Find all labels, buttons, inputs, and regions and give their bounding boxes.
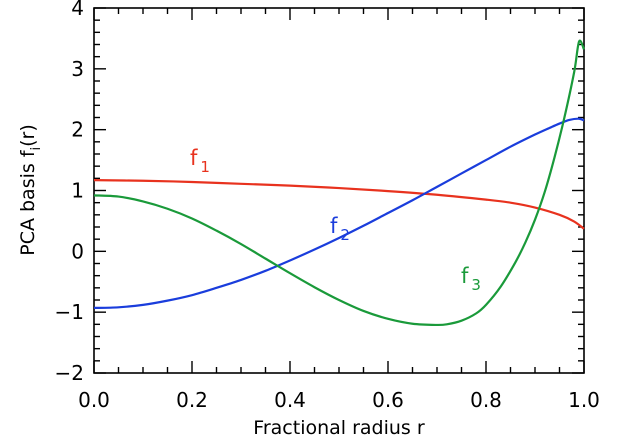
y-axis-label-main: PCA basis f xyxy=(17,149,39,256)
x-tick-label: 0.0 xyxy=(78,388,110,412)
y-tick-label: 1 xyxy=(71,179,84,203)
curve-labels: f 1 f 2 f 3 xyxy=(190,146,481,294)
plot-frame xyxy=(93,7,585,374)
y-axis-label-sub: i xyxy=(29,147,44,151)
x-tick-label: 0.2 xyxy=(176,388,208,412)
x-tick-label: 1.0 xyxy=(568,388,600,412)
y-tick-label: 4 xyxy=(71,0,84,20)
series-line-f1 xyxy=(93,179,585,230)
y-tick-label: 2 xyxy=(71,118,84,142)
axis-ticks xyxy=(93,7,585,374)
y-tick-label: 0 xyxy=(71,239,84,263)
y-tick-labels: −2 −1 0 1 2 3 4 xyxy=(55,0,84,385)
series-line-f3 xyxy=(93,39,586,327)
x-tick-label: 0.6 xyxy=(372,388,404,412)
series-line-f2 xyxy=(93,117,585,310)
x-tick-labels: 0.0 0.2 0.4 0.6 0.8 1.0 xyxy=(78,388,600,412)
curves xyxy=(93,39,586,327)
x-tick-label: 0.4 xyxy=(274,388,306,412)
y-axis-label-tail: (r) xyxy=(17,124,39,147)
y-tick-label: −2 xyxy=(55,361,84,385)
x-tick-label: 0.8 xyxy=(470,388,502,412)
x-axis-label: Fractional radius r xyxy=(253,417,425,439)
y-axis-label: PCA basis fi(r) xyxy=(17,124,44,256)
y-tick-label: −1 xyxy=(55,300,84,324)
y-tick-label: 3 xyxy=(71,57,84,81)
